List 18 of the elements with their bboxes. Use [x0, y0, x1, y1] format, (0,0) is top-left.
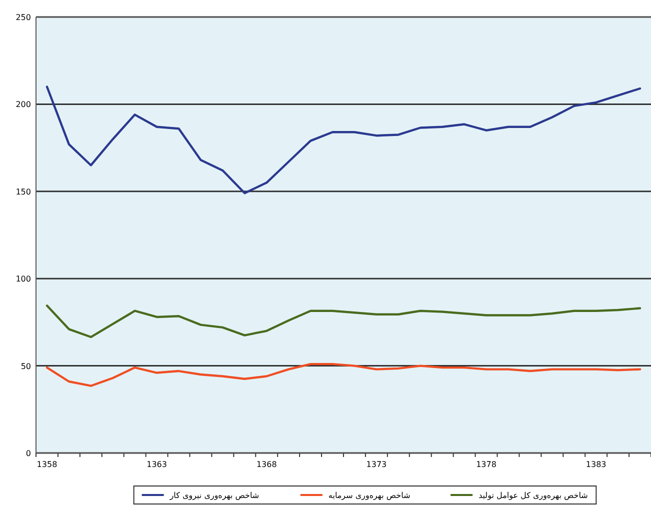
legend-label: شاخص بهره‌وری سرمایه	[328, 491, 411, 500]
y-tick-label: 150	[16, 187, 31, 196]
x-tick-label: 1363	[146, 460, 167, 469]
x-tick-label: 1378	[476, 460, 496, 469]
line-series	[46, 362, 642, 387]
x-tick-label: 1368	[256, 460, 277, 469]
y-tick-label: 250	[16, 13, 31, 22]
x-tick-label: 1383	[586, 460, 606, 469]
y-tick-label: 100	[16, 274, 31, 284]
line-series	[46, 304, 642, 338]
y-tick-label: 200	[16, 100, 31, 110]
legend-label: شاخص بهره‌وری کل عوامل تولید	[478, 491, 588, 500]
y-tick-label: 50	[20, 362, 31, 371]
x-tick-label: 1358	[36, 460, 58, 469]
legend-label: شاخص بهره‌وری نیروی کار	[168, 491, 260, 500]
x-tick-label: 1373	[366, 460, 387, 469]
y-tick-label: 0	[26, 449, 31, 458]
line-series	[46, 86, 642, 194]
